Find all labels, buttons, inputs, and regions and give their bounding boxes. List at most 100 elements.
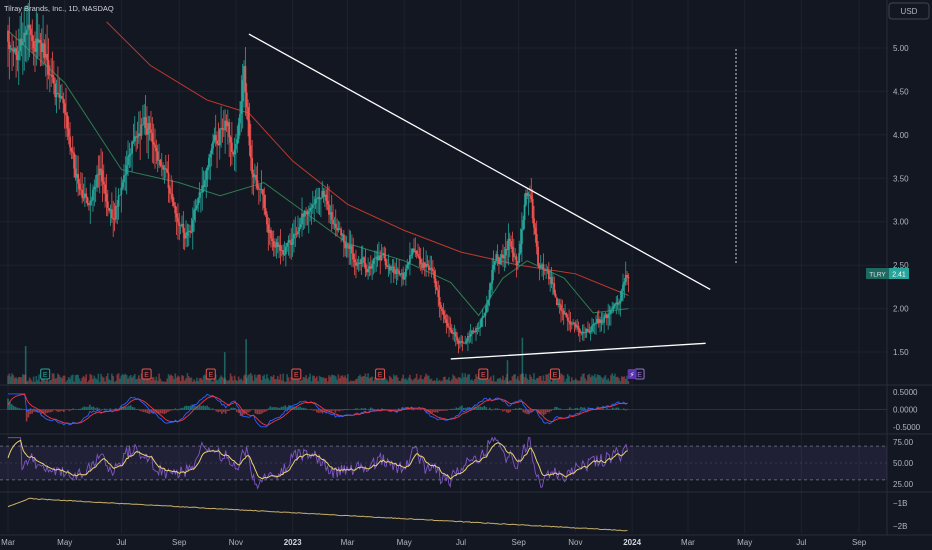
time-tick-label: May: [397, 538, 412, 547]
candle-body: [353, 259, 356, 263]
trendlines[interactable]: [248, 33, 711, 360]
dividend-marker[interactable]: [627, 369, 637, 379]
macd-histogram-bar: [258, 409, 260, 415]
volume-bar: [468, 374, 471, 384]
candle-body: [256, 180, 259, 189]
candle-body: [498, 257, 500, 264]
macd-histogram-bar: [479, 406, 482, 410]
macd-histogram-bar: [14, 406, 17, 410]
earnings-marker[interactable]: [478, 368, 489, 380]
candle-body: [77, 174, 80, 184]
macd-histogram-bar: [436, 409, 439, 413]
candle-body: [566, 317, 569, 321]
volume-bar: [271, 376, 274, 384]
volume-bar: [347, 374, 349, 384]
macd-histogram-bar: [364, 407, 366, 410]
macd-histogram-bar: [498, 408, 500, 410]
candle-body: [391, 266, 394, 268]
earnings-marker[interactable]: [40, 368, 51, 380]
candle-body: [162, 165, 165, 170]
volume-bar: [20, 377, 23, 384]
volume-bar: [322, 377, 325, 384]
macd-histogram-bar: [325, 409, 327, 413]
earnings-marker[interactable]: [205, 368, 216, 380]
macd-histogram-bar: [226, 409, 229, 412]
volume-bar: [191, 381, 194, 384]
candle-body: [593, 323, 596, 325]
volume-bar: [494, 381, 496, 384]
candle-body: [75, 174, 78, 178]
macd-histogram-bar: [148, 409, 151, 415]
volume-bar: [181, 375, 183, 384]
volume-bar: [210, 380, 213, 384]
volume-bar: [337, 374, 340, 384]
price-axis[interactable]: 5.00 4.50 4.00 3.50 3.00 2.50 2.00 1.50 0.5000 0.…: [893, 44, 921, 531]
volume-bar: [170, 374, 172, 384]
macd-histogram-bar: [520, 408, 523, 410]
macd-histogram-bar: [79, 408, 82, 410]
volume-bar: [604, 375, 607, 384]
currency-button[interactable]: USD: [888, 2, 930, 20]
macd-histogram-bar: [576, 407, 579, 410]
volume-bar: [423, 376, 426, 384]
macd-histogram-bar: [9, 401, 11, 410]
volume-spike: [521, 337, 524, 384]
volume-bar: [592, 376, 595, 384]
candle-body: [197, 197, 200, 206]
volume-bar: [433, 380, 435, 384]
macd-histogram-bar: [128, 405, 130, 410]
candle-body: [62, 98, 65, 104]
candle-body: [489, 283, 492, 290]
candle-body: [21, 41, 24, 46]
volume-bar: [515, 379, 518, 384]
volume-bar: [601, 378, 604, 384]
grid-lines: [0, 0, 887, 533]
candle-body: [158, 159, 160, 161]
macd-histogram-bar: [182, 407, 184, 410]
macd-histogram-bar: [330, 409, 333, 412]
candle-body: [465, 341, 468, 343]
earnings-marker[interactable]: [375, 368, 386, 380]
volume-bar: [607, 378, 609, 384]
candle-body: [512, 252, 515, 257]
volume-bar: [503, 380, 506, 384]
macd-histogram-bar: [503, 409, 506, 411]
candle-body: [101, 170, 104, 182]
volume-bar: [81, 377, 83, 384]
macd-histogram-bar: [96, 407, 99, 410]
volume-bar: [392, 374, 395, 384]
volume-bar: [233, 375, 236, 384]
macd-histogram-bar: [262, 409, 264, 413]
candle-body: [40, 42, 43, 53]
volume-bar: [383, 375, 386, 384]
candle-body: [547, 270, 550, 280]
macd-histogram-bar: [85, 406, 87, 410]
earnings-marker[interactable]: [291, 368, 302, 380]
macd-histogram-bar: [349, 409, 352, 410]
candle-body: [140, 124, 143, 136]
candle-body: [121, 182, 124, 188]
macd-histogram-bar: [161, 409, 164, 414]
macd-histogram-bar: [301, 407, 303, 410]
candle-body: [336, 227, 338, 231]
volume-bar: [415, 373, 418, 384]
candle-body: [159, 159, 162, 166]
candle-body: [313, 203, 316, 205]
candle-body: [595, 322, 597, 324]
candle-body: [484, 312, 487, 316]
volume-bar: [437, 380, 440, 384]
volume-bar: [71, 374, 74, 384]
macd-tick-label: -0.5000: [893, 423, 921, 432]
moving-average-line: [106, 21, 629, 296]
trendline[interactable]: [450, 342, 706, 360]
trendline[interactable]: [248, 33, 711, 291]
earnings-marker[interactable]: [549, 368, 560, 380]
symbol-title: Tilray Brands, Inc., 1D, NASDAQ: [4, 4, 114, 13]
candle-body: [113, 219, 116, 220]
volume-bar: [596, 374, 599, 384]
earnings-marker[interactable]: [141, 368, 152, 380]
time-axis[interactable]: Mar May Jul Sep Nov 2023 Mar May Jul Sep Nov 2024 Ma…: [1, 538, 867, 547]
macd-histogram-bar: [481, 407, 484, 410]
candle-body: [365, 268, 368, 273]
